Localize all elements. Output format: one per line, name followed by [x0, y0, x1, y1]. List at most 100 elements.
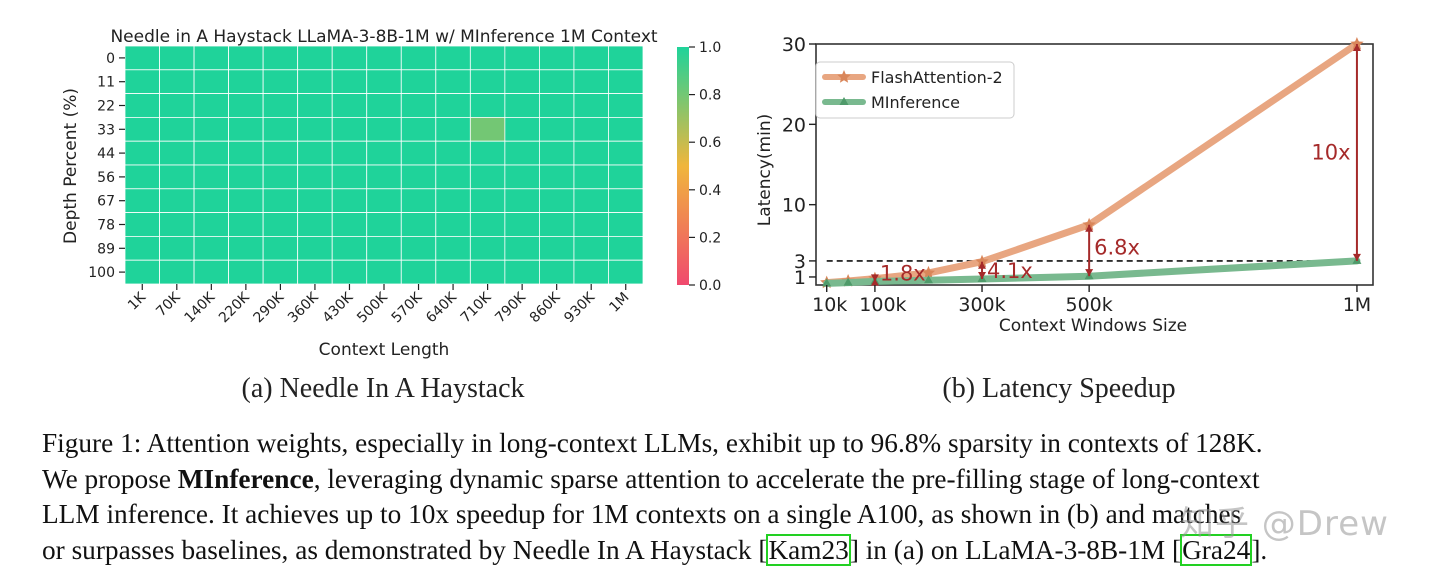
- heatmap-cell: [573, 212, 609, 237]
- heatmap-y-tick-label: 100: [88, 265, 115, 281]
- colorbar-tick-label: 0.2: [699, 230, 721, 246]
- heatmap-x-tick-label: 1M: [606, 290, 632, 316]
- heatmap-cell: [435, 45, 471, 71]
- heatmap-y-tick-label: 44: [97, 146, 115, 162]
- heatmap-cell: [504, 140, 540, 166]
- colorbar-tick-label: 0.0: [699, 278, 721, 294]
- heatmap-cell: [608, 69, 644, 95]
- heatmap-cell: [228, 45, 264, 71]
- figure-panels: Needle in A Haystack LLaMA-3-8B-1M w/ MI…: [61, 27, 1374, 404]
- heatmap-chart: Needle in A Haystack LLaMA-3-8B-1M w/ MI…: [61, 27, 721, 404]
- caption-method-name: MInference: [177, 463, 314, 494]
- heatmap-cell: [193, 164, 229, 190]
- heatmap-cell: [124, 117, 160, 142]
- heatmap-cell: [573, 188, 609, 214]
- heatmap-cell: [159, 164, 195, 190]
- heatmap-cell: [297, 69, 333, 95]
- heatmap-cell: [331, 45, 368, 71]
- heatmap-cell: [573, 235, 609, 261]
- heatmap-cell: [469, 212, 506, 237]
- heatmap-cell: [539, 164, 575, 190]
- flashattention-point: [975, 254, 989, 268]
- heatmap-cell: [262, 235, 299, 261]
- heatmap-cell: [400, 93, 437, 118]
- heatmap-cell: [262, 117, 299, 142]
- heatmap-cell: [297, 212, 333, 237]
- heatmap-cell: [331, 164, 368, 190]
- heatmap-cell: [262, 188, 299, 214]
- latency-x-tick-label: 500k: [1066, 294, 1113, 316]
- heatmap-y-tick-label: 11: [97, 75, 115, 91]
- heatmap-cell: [573, 69, 609, 95]
- heatmap-cell: [159, 212, 195, 237]
- arrow-head-up-icon: [978, 261, 987, 269]
- heatmap-cell: [400, 140, 437, 166]
- heatmap-cell: [193, 69, 229, 95]
- heatmap-cell: [400, 235, 437, 261]
- heatmap-cell: [262, 69, 299, 95]
- heatmap-cell: [366, 164, 402, 190]
- legend: FlashAttention-2 MInference: [815, 61, 1015, 119]
- colorbar-tick-label: 0.4: [699, 183, 721, 199]
- flashattention-point: [921, 265, 936, 279]
- heatmap-cell: [608, 164, 644, 190]
- heatmap-cell: [124, 235, 160, 261]
- heatmap-cell: [228, 164, 264, 190]
- heatmap-y-tick-label: 67: [97, 194, 115, 210]
- speedup-label: 10x: [1311, 140, 1350, 164]
- heatmap-cell: [159, 140, 195, 166]
- heatmap-cell: [297, 140, 333, 166]
- heatmap-cell: [608, 235, 644, 261]
- caption-line-3: LLM inference. It achieves up to 10x spe…: [42, 499, 1242, 529]
- colorbar: [677, 47, 689, 285]
- heatmap-cell: [366, 117, 402, 142]
- heatmap-x-tick-label: 570K: [389, 289, 426, 326]
- citation-link-kam23[interactable]: Kam23: [766, 533, 851, 566]
- heatmap-x-tick-label: 360K: [285, 289, 322, 326]
- speedup-label: 1.8x: [880, 261, 926, 285]
- heatmap-cell: [608, 259, 644, 285]
- heatmap-x-tick-label: 790K: [492, 289, 529, 326]
- heatmap-cell: [159, 235, 195, 261]
- heatmap-cell: [539, 259, 575, 285]
- arrow-head-down-icon: [870, 274, 879, 282]
- legend-label-flashattention: FlashAttention-2: [871, 68, 1003, 87]
- heatmap-cell: [297, 188, 333, 214]
- heatmap-x-tick-label: 710K: [458, 289, 495, 326]
- heatmap-cell: [366, 140, 402, 166]
- plot-frame: [815, 43, 1374, 286]
- arrow-head-down-icon: [1352, 253, 1361, 261]
- heatmap-cell: [228, 93, 264, 118]
- heatmap-x-tick-label: 220K: [216, 289, 253, 326]
- heatmap-cell: [435, 140, 471, 166]
- heatmap-cell: [262, 140, 299, 166]
- heatmap-cell: [608, 93, 644, 118]
- colorbar-tick-label: 1.0: [699, 40, 721, 56]
- heatmap-cell: [262, 93, 299, 118]
- heatmap-cell: [159, 93, 195, 118]
- heatmap-x-axis-label: Context Length: [319, 340, 450, 360]
- arrow-head-up-icon: [870, 278, 879, 286]
- legend-triangle-icon: [839, 97, 849, 105]
- heatmap-cell: [228, 69, 264, 95]
- heatmap-cell: [539, 235, 575, 261]
- citation-link-gra24[interactable]: Gra24: [1180, 533, 1253, 566]
- caption-text: ] in (a) on LLaMA-3-8B-1M [: [849, 534, 1182, 565]
- speedup-label: 4.1x: [987, 259, 1033, 283]
- subcaption-a: (a) Needle In A Haystack: [242, 373, 525, 404]
- heatmap-cell: [228, 188, 264, 214]
- heatmap-y-tick-label: 78: [97, 218, 115, 234]
- heatmap-cell: [435, 259, 471, 285]
- heatmap-cell: [331, 259, 368, 285]
- arrow-head-up-icon: [1352, 44, 1361, 51]
- latency-x-tick-label: 1M: [1343, 294, 1371, 316]
- heatmap-cell: [608, 45, 644, 71]
- heatmap-cell: [331, 140, 368, 166]
- latency-y-tick-label: 3: [794, 251, 806, 273]
- heatmap-cell: [297, 45, 333, 71]
- heatmap-cell: [400, 188, 437, 214]
- heatmap-cell: [608, 188, 644, 214]
- heatmap-x-tick-label: 640K: [423, 289, 460, 326]
- heatmap-cell: [504, 69, 540, 95]
- heatmap-cell: [573, 259, 609, 285]
